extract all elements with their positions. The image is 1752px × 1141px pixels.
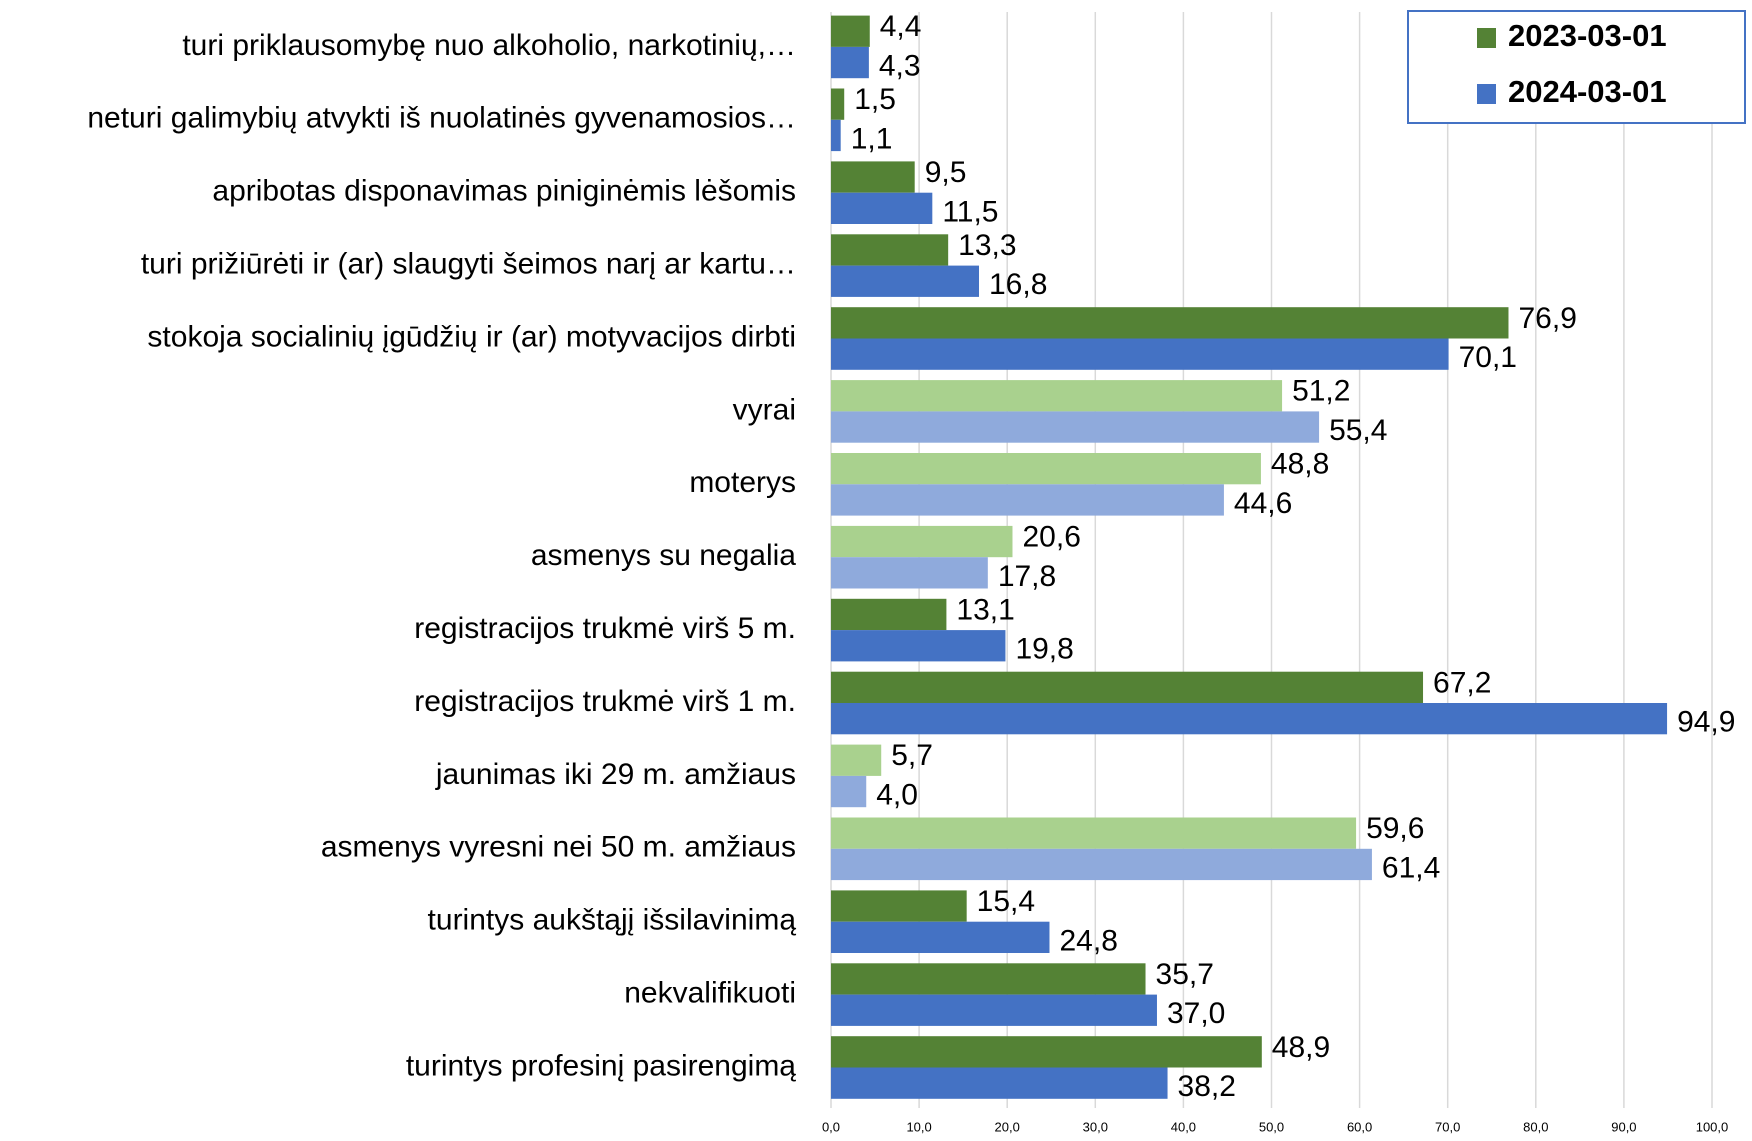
value-label: 48,9 xyxy=(1272,1031,1330,1064)
value-label: 15,4 xyxy=(977,885,1035,918)
bar xyxy=(831,88,845,120)
value-label: 48,8 xyxy=(1271,448,1329,481)
x-tick-label: 70,0 xyxy=(1435,1119,1460,1134)
category-label: turi priklausomybę nuo alkoholio, narkot… xyxy=(182,29,796,62)
category-label: turintys profesinį pasirengimą xyxy=(406,1049,796,1082)
bar xyxy=(831,817,1357,849)
category-label: moterys xyxy=(689,466,796,499)
value-label: 70,1 xyxy=(1459,341,1517,374)
bar xyxy=(831,1067,1168,1099)
bar xyxy=(831,161,915,193)
bar xyxy=(831,744,882,776)
bar xyxy=(831,119,841,152)
value-label: 4,4 xyxy=(880,10,922,43)
bar xyxy=(831,484,1224,516)
x-tick-label: 0,0 xyxy=(822,1119,840,1134)
value-label: 16,8 xyxy=(989,268,1047,301)
x-tick-label: 40,0 xyxy=(1171,1119,1196,1134)
value-label: 1,5 xyxy=(854,83,896,116)
value-label: 13,3 xyxy=(958,229,1016,262)
bar xyxy=(831,411,1320,443)
legend-box xyxy=(1407,10,1746,124)
value-label: 4,3 xyxy=(879,49,921,82)
bar xyxy=(831,46,869,79)
bar xyxy=(831,1036,1262,1068)
x-tick-label: 60,0 xyxy=(1347,1119,1372,1134)
bar xyxy=(831,671,1424,703)
bar xyxy=(831,630,1006,662)
x-tick-label: 50,0 xyxy=(1259,1119,1284,1134)
value-label: 24,8 xyxy=(1059,924,1117,957)
category-label: vyrai xyxy=(733,393,796,426)
category-label: asmenys su negalia xyxy=(531,539,796,572)
value-label: 59,6 xyxy=(1366,812,1424,845)
value-label: 20,6 xyxy=(1022,520,1080,553)
bar xyxy=(831,307,1509,339)
bar xyxy=(831,963,1146,995)
bar xyxy=(831,775,867,808)
value-label: 13,1 xyxy=(956,593,1014,626)
category-label: turintys aukštąjį išsilavinimą xyxy=(428,904,797,937)
value-label: 44,6 xyxy=(1234,487,1292,520)
category-label: asmenys vyresni nei 50 m. amžiaus xyxy=(321,831,796,864)
x-tick-label: 90,0 xyxy=(1611,1119,1636,1134)
x-tick-label: 30,0 xyxy=(1083,1119,1108,1134)
value-label: 94,9 xyxy=(1677,706,1735,739)
x-tick-label: 100,0 xyxy=(1696,1119,1729,1134)
value-label: 4,0 xyxy=(876,778,918,811)
category-label: neturi galimybių atvykti iš nuolatinės g… xyxy=(87,102,796,135)
category-label: apribotas disponavimas piniginėmis lėšom… xyxy=(212,175,796,208)
value-label: 9,5 xyxy=(925,156,967,189)
bar xyxy=(831,15,870,47)
legend-swatch xyxy=(1477,84,1496,104)
bar xyxy=(831,338,1449,370)
bar xyxy=(831,703,1668,735)
bar xyxy=(831,921,1050,953)
legend-label: 2024-03-01 xyxy=(1508,74,1667,109)
bar xyxy=(831,848,1372,881)
legend-label: 2023-03-01 xyxy=(1508,18,1667,53)
value-label: 1,1 xyxy=(851,122,893,155)
value-label: 37,0 xyxy=(1167,997,1225,1030)
category-label: nekvalifikuoti xyxy=(624,977,796,1010)
bar xyxy=(831,234,949,266)
value-label: 11,5 xyxy=(942,195,998,228)
bar xyxy=(831,380,1283,412)
category-label: stokoja socialinių įgūdžių ir (ar) motyv… xyxy=(147,320,796,353)
value-label: 61,4 xyxy=(1382,851,1440,884)
value-label: 67,2 xyxy=(1433,666,1491,699)
x-tick-label: 80,0 xyxy=(1523,1119,1548,1134)
value-label: 51,2 xyxy=(1292,375,1350,408)
value-label: 17,8 xyxy=(998,560,1056,593)
category-label: jaunimas iki 29 m. amžiaus xyxy=(435,758,796,791)
bar xyxy=(831,890,967,922)
bar xyxy=(831,453,1261,485)
x-tick-label: 20,0 xyxy=(995,1119,1020,1134)
value-label: 19,8 xyxy=(1015,633,1073,666)
category-label: registracijos trukmė virš 5 m. xyxy=(414,612,796,645)
category-label: turi prižiūrėti ir (ar) slaugyti šeimos … xyxy=(141,248,796,281)
category-label: registracijos trukmė virš 1 m. xyxy=(414,685,796,718)
value-label: 76,9 xyxy=(1518,302,1576,335)
value-label: 5,7 xyxy=(891,739,933,772)
legend-swatch xyxy=(1477,28,1496,48)
bar xyxy=(831,525,1013,558)
bar xyxy=(831,192,933,224)
value-label: 35,7 xyxy=(1156,958,1214,991)
value-label: 38,2 xyxy=(1178,1070,1236,1103)
bar xyxy=(831,598,947,631)
bar xyxy=(831,994,1157,1026)
bar xyxy=(831,557,988,589)
bar xyxy=(831,265,980,297)
value-label: 55,4 xyxy=(1329,414,1387,447)
x-tick-label: 10,0 xyxy=(906,1119,931,1134)
